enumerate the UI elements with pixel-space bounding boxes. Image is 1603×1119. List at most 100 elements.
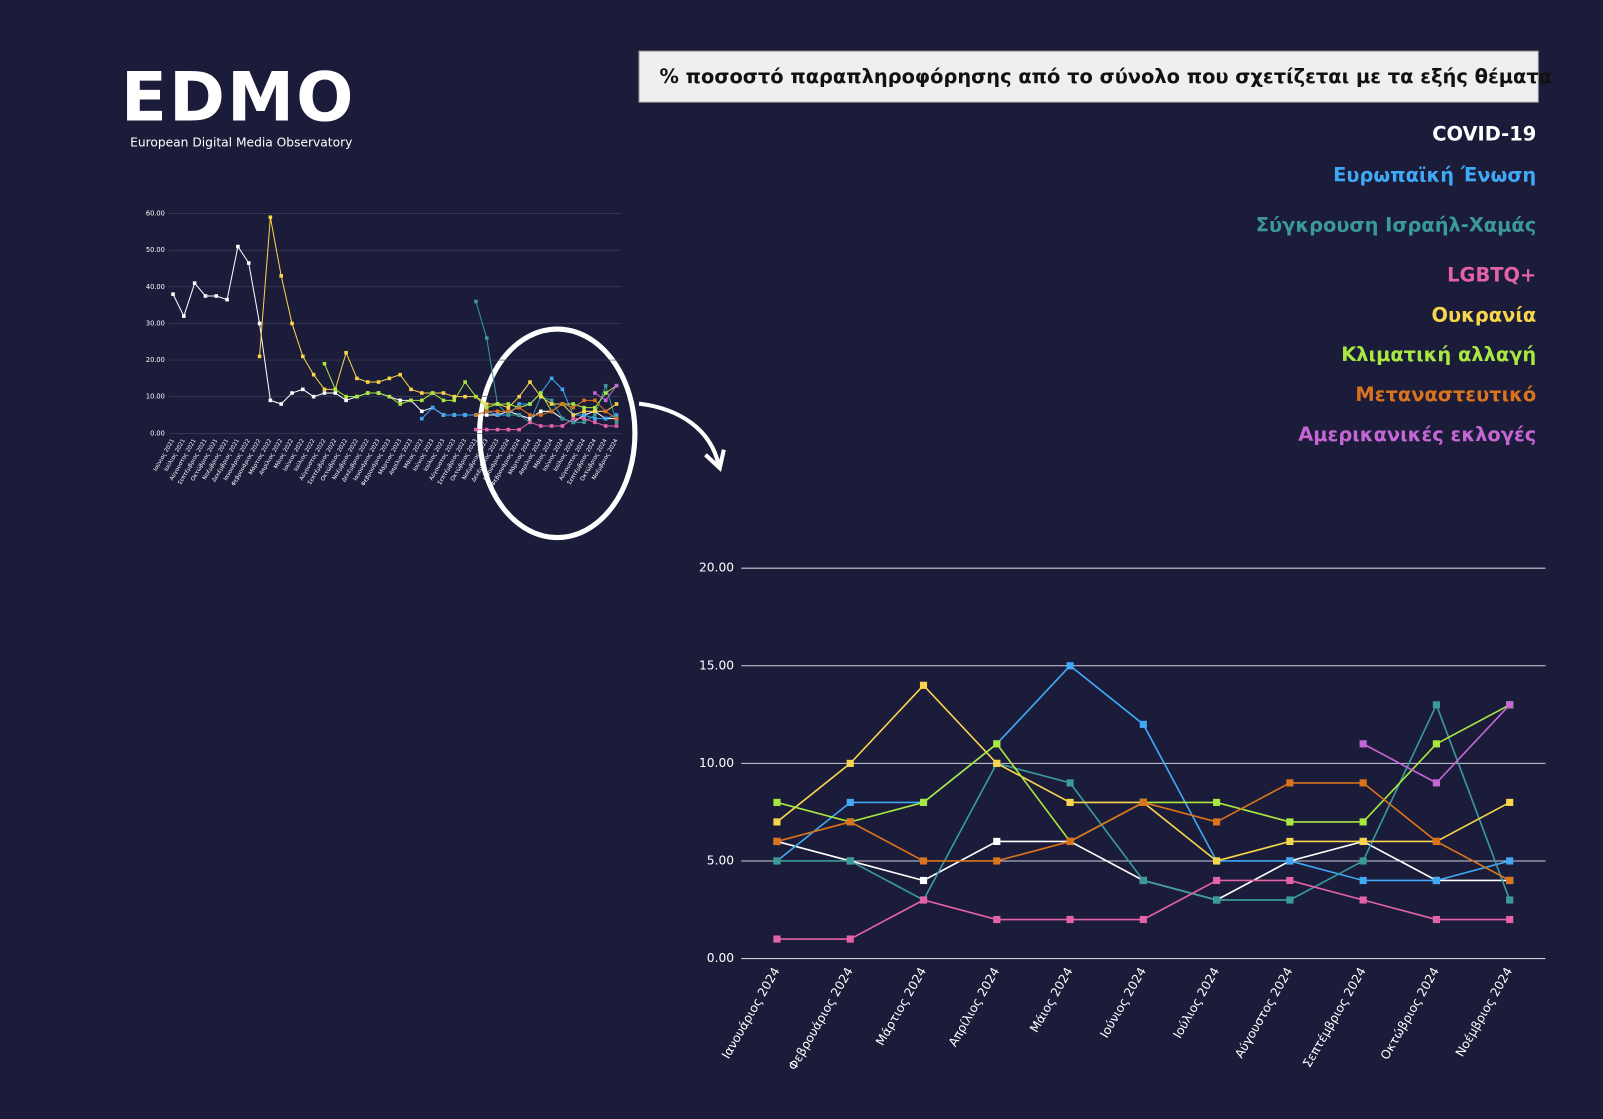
- data-point: [171, 292, 175, 296]
- data-point: [225, 297, 229, 302]
- data-point: [365, 391, 370, 395]
- data-point: [614, 402, 619, 406]
- data-point: [268, 398, 273, 403]
- data-point: [1432, 876, 1440, 885]
- series-line: [259, 217, 617, 416]
- data-point: [603, 416, 608, 421]
- data-point: [560, 402, 565, 406]
- data-point: [441, 391, 446, 395]
- data-point: [1432, 837, 1440, 846]
- data-point: [1139, 876, 1147, 885]
- data-point: [430, 391, 435, 395]
- data-point: [236, 244, 240, 249]
- data-point: [463, 380, 467, 384]
- data-point: [376, 391, 381, 395]
- data-point: [603, 398, 608, 403]
- data-point: [484, 409, 489, 414]
- data-point: [846, 857, 854, 865]
- data-point: [1432, 779, 1440, 787]
- data-point: [474, 413, 478, 417]
- data-point: [452, 398, 457, 403]
- data-point: [571, 420, 576, 425]
- data-point: [387, 376, 392, 381]
- data-point: [560, 424, 565, 428]
- data-point: [506, 413, 511, 417]
- data-point: [484, 427, 489, 432]
- data-point: [279, 402, 283, 406]
- data-point: [484, 402, 489, 406]
- logo-subtitle: European Digital Media Observatory: [130, 136, 352, 150]
- data-point: [1286, 837, 1294, 846]
- y-tick-label: 50.00: [146, 246, 165, 254]
- data-point: [582, 409, 586, 414]
- data-point: [474, 299, 478, 304]
- data-point: [1359, 779, 1367, 787]
- data-point: [322, 387, 327, 392]
- data-point: [582, 420, 586, 425]
- data-point: [452, 413, 457, 417]
- data-point: [993, 857, 1001, 865]
- data-point: [614, 413, 619, 417]
- data-point: [420, 416, 424, 421]
- series-line: [475, 301, 618, 424]
- data-point: [1066, 798, 1074, 806]
- y-tick-label: 10.00: [146, 393, 165, 401]
- data-point: [571, 402, 576, 406]
- data-point: [560, 387, 565, 392]
- data-point: [549, 424, 554, 428]
- data-point: [484, 336, 489, 340]
- data-point: [441, 398, 446, 403]
- data-point: [355, 394, 359, 399]
- data-point: [614, 424, 619, 428]
- data-point: [1506, 876, 1514, 885]
- data-point: [192, 281, 197, 285]
- legend-entry: Ουκρανία: [1432, 303, 1537, 326]
- data-point: [301, 387, 305, 392]
- data-point: [614, 383, 619, 388]
- data-point: [539, 413, 543, 417]
- data-point: [246, 261, 251, 265]
- data-point: [603, 391, 608, 395]
- data-point: [1286, 876, 1294, 885]
- data-point: [290, 391, 294, 395]
- data-point: [1066, 837, 1074, 846]
- data-point: [1506, 896, 1514, 904]
- data-point: [571, 413, 576, 417]
- data-point: [257, 354, 262, 359]
- legend-entry: LGBTQ+: [1447, 263, 1536, 286]
- data-point: [593, 405, 597, 410]
- data-point: [333, 391, 338, 395]
- data-point: [539, 394, 543, 399]
- data-point: [614, 416, 619, 421]
- data-point: [919, 876, 928, 885]
- data-point: [1359, 740, 1367, 748]
- data-point: [993, 759, 1001, 767]
- data-point: [560, 416, 565, 421]
- y-tick-label: 0.00: [150, 429, 165, 437]
- y-tick-label: 30.00: [146, 319, 165, 327]
- data-point: [301, 354, 305, 359]
- data-point: [495, 427, 500, 432]
- data-point: [506, 427, 511, 432]
- y-tick-label: 20.00: [146, 356, 165, 364]
- data-point: [593, 391, 597, 395]
- data-point: [517, 405, 521, 410]
- data-point: [333, 387, 338, 392]
- data-point: [528, 416, 532, 421]
- data-point: [603, 383, 608, 388]
- data-point: [539, 391, 543, 395]
- legend-entry: Κλιματική αλλαγή: [1341, 343, 1536, 366]
- data-point: [539, 409, 543, 414]
- data-point: [993, 740, 1001, 748]
- data-point: [322, 361, 327, 366]
- data-point: [919, 681, 928, 689]
- data-point: [846, 935, 854, 943]
- data-point: [773, 798, 781, 806]
- data-point: [1066, 915, 1074, 924]
- data-point: [571, 416, 576, 421]
- data-point: [1066, 662, 1074, 670]
- data-point: [528, 420, 532, 425]
- logo-text: EDMO: [121, 58, 356, 137]
